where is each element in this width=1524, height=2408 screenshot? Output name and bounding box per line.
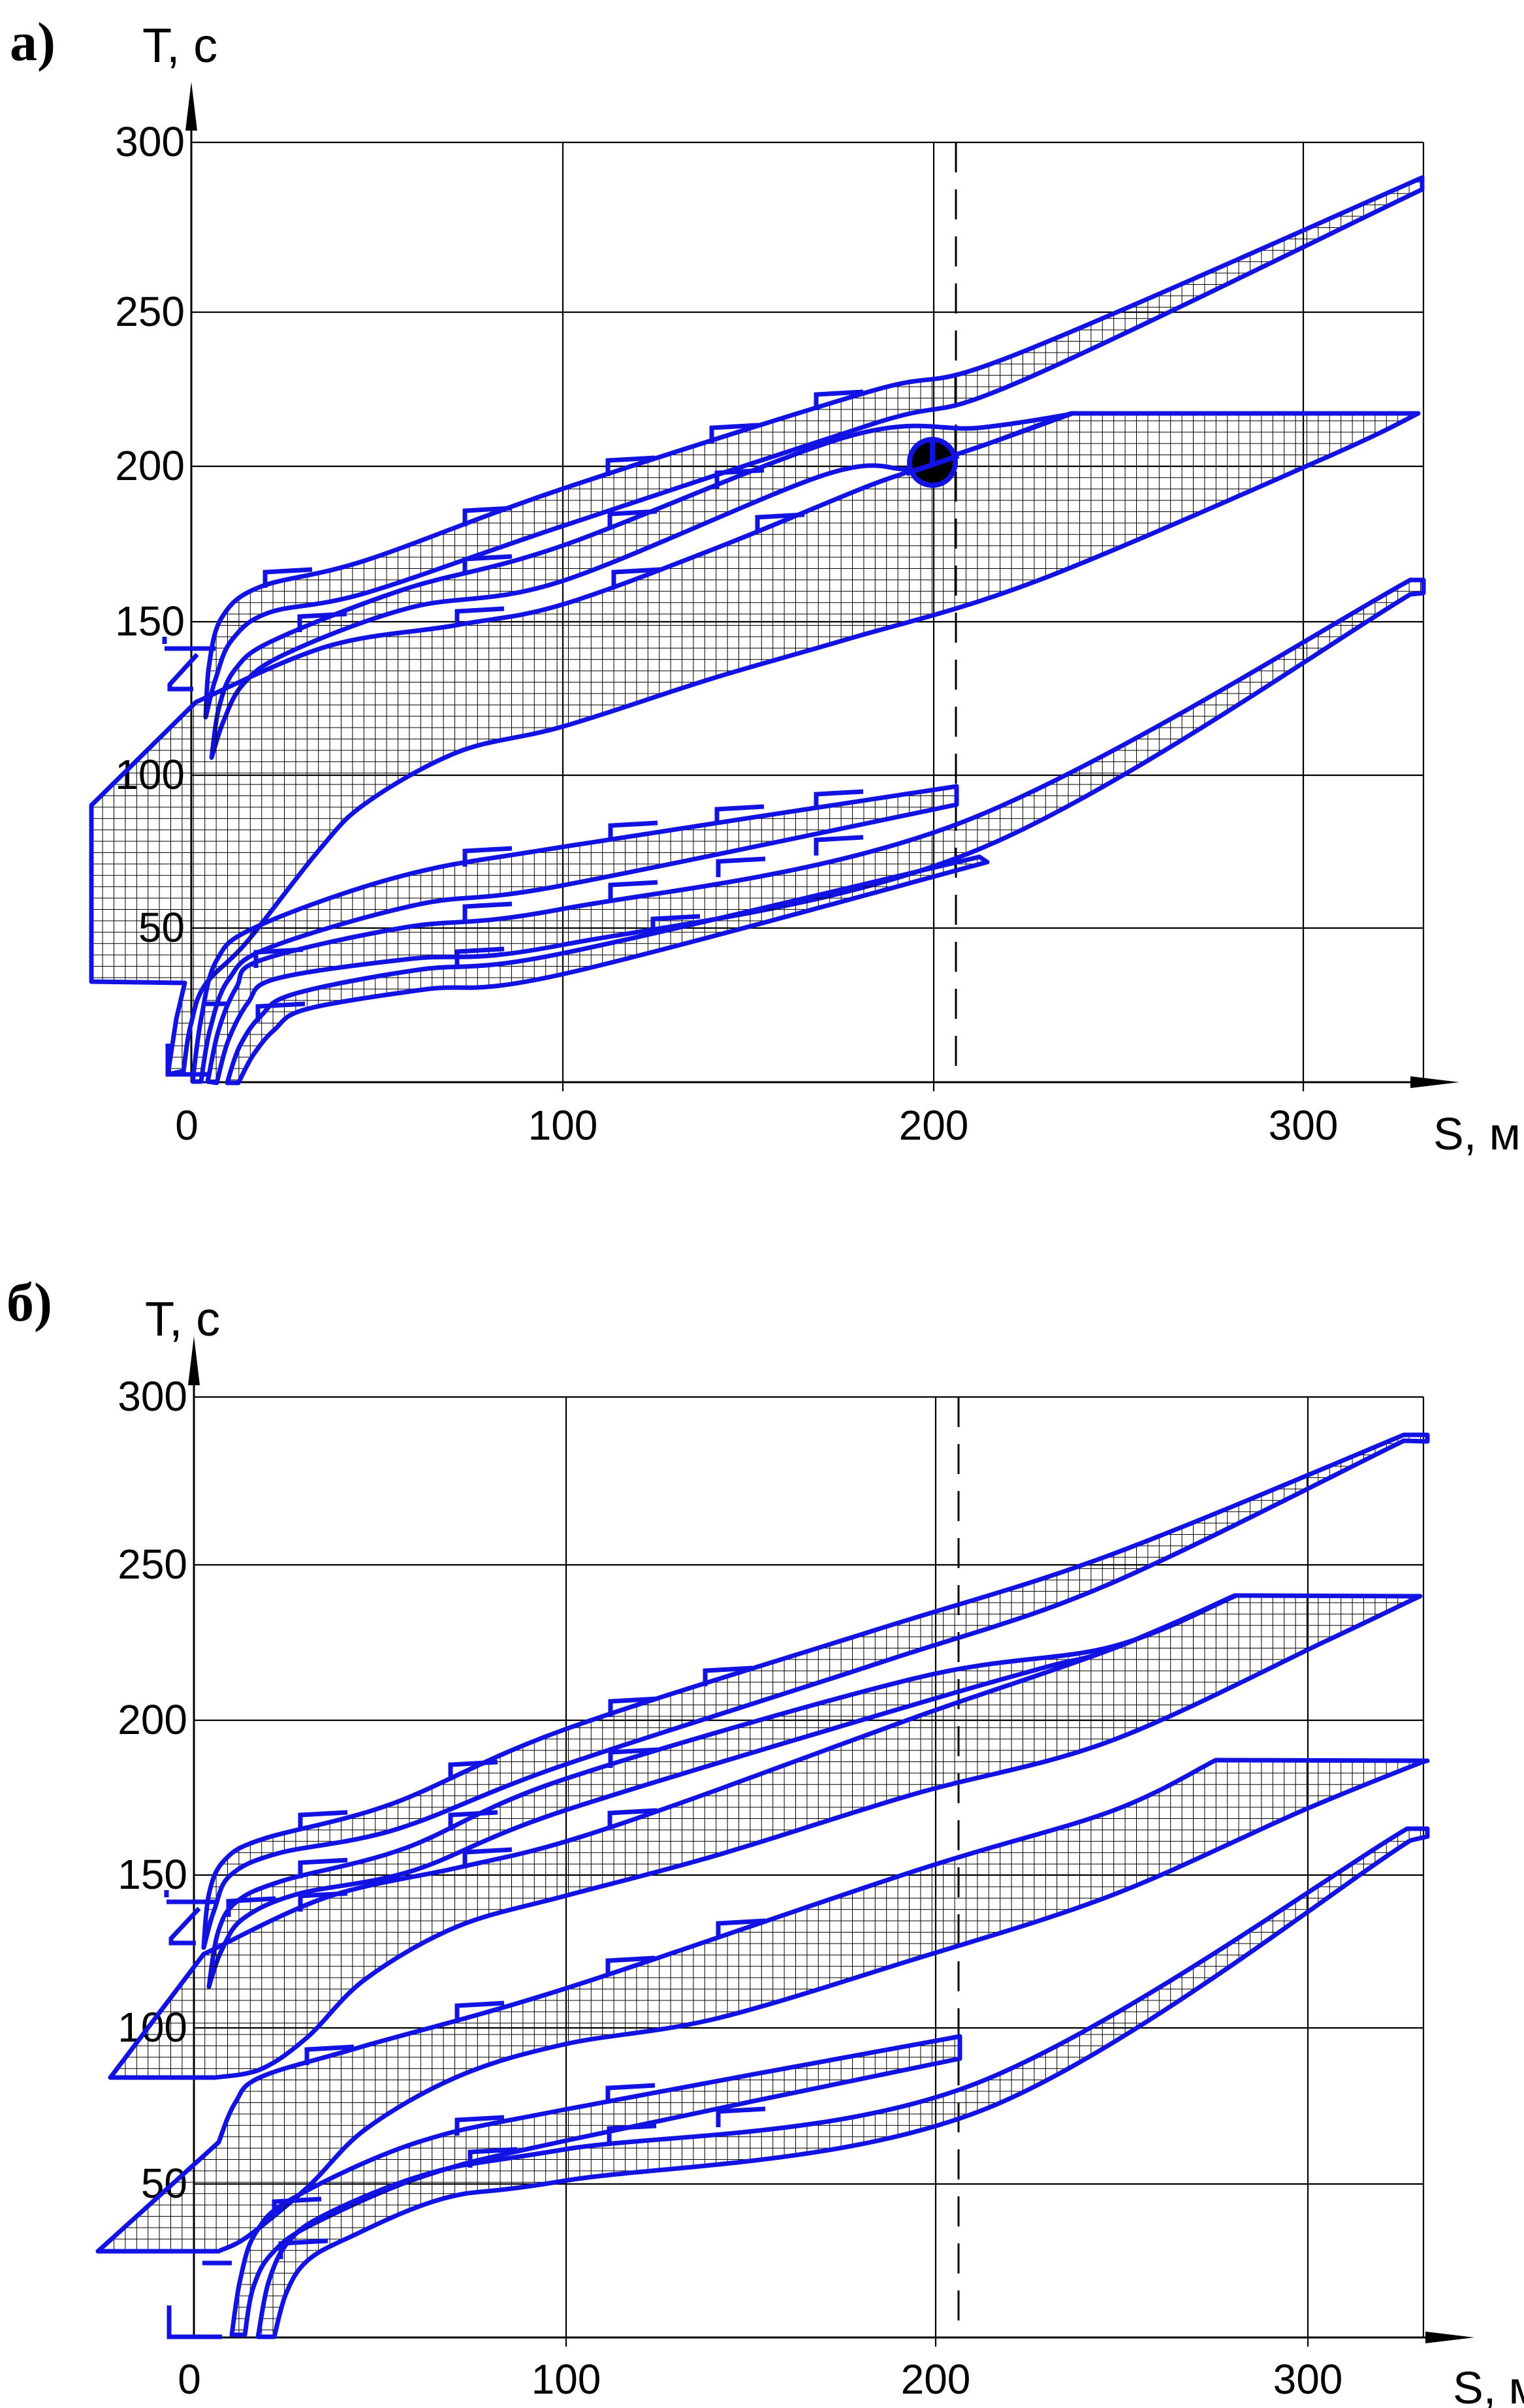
svg-text:100: 100 [528,1102,598,1149]
svg-text:250: 250 [118,1541,187,1588]
svg-text:300: 300 [115,118,185,165]
svg-text:0: 0 [175,1102,198,1149]
svg-text:б): б) [7,1272,52,1333]
svg-text:300: 300 [118,1373,187,1420]
svg-text:S, м: S, м [1433,1108,1521,1159]
svg-text:250: 250 [115,288,185,335]
svg-text:100: 100 [532,2356,601,2403]
svg-text:S, м: S, м [1453,2362,1524,2408]
svg-text:T, c: T, c [145,1292,220,1346]
svg-text:150: 150 [115,598,185,645]
svg-text:300: 300 [1269,1102,1339,1149]
svg-text:300: 300 [1273,2356,1343,2403]
svg-text:200: 200 [901,2356,971,2403]
svg-text:0: 0 [178,2356,201,2403]
svg-text:200: 200 [118,1696,187,1743]
svg-text:200: 200 [899,1102,969,1149]
svg-text:T, c: T, c [142,18,217,72]
svg-text:а): а) [10,12,56,72]
svg-text:150: 150 [118,1851,187,1898]
svg-text:200: 200 [115,442,185,489]
